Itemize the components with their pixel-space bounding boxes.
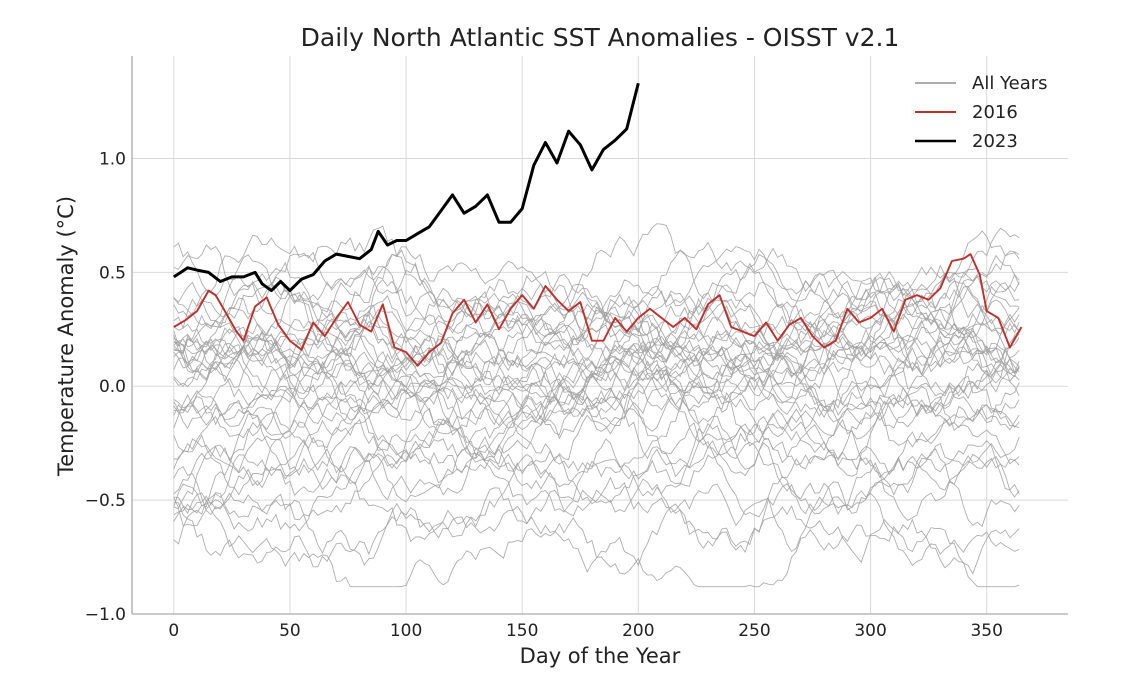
all-years-line	[173, 242, 1020, 346]
legend-label: All Years	[972, 73, 1048, 94]
legend: All Years 2016 2023	[915, 73, 1048, 152]
all-years-line	[173, 291, 1020, 518]
y-tick-label: 1.0	[99, 149, 126, 169]
y-tick-label: −0.5	[85, 491, 126, 511]
all-years-line	[173, 223, 1020, 329]
x-tick-label: 300	[854, 621, 886, 641]
x-tick-labels: 0 50 100 150 200 250 300 350	[168, 621, 1003, 641]
all-years-line	[173, 246, 1020, 380]
all-years-line	[173, 249, 1020, 366]
x-tick-label: 350	[970, 621, 1002, 641]
all-years-line	[173, 381, 1020, 509]
highlight-series	[172, 82, 1023, 367]
y-tick-label: 0.0	[99, 377, 126, 397]
x-tick-label: 50	[279, 621, 301, 641]
y-tick-label: 0.5	[99, 263, 126, 283]
all-years-lines	[173, 223, 1020, 588]
all-years-line	[173, 341, 1020, 566]
x-tick-label: 150	[506, 621, 538, 641]
x-axis-label: Day of the Year	[520, 644, 681, 668]
all-years-line	[173, 244, 1020, 393]
legend-label: 2023	[972, 131, 1018, 152]
all-years-line	[173, 253, 1020, 400]
all-years-line	[173, 227, 1020, 510]
all-years-line	[173, 422, 1020, 532]
series-line-2016	[173, 253, 1023, 367]
all-years-line	[173, 501, 1020, 575]
all-years-line	[173, 270, 1020, 377]
x-tick-label: 250	[738, 621, 770, 641]
all-years-line	[173, 302, 1020, 410]
y-axis-label: Temperature Anomaly (°C)	[54, 196, 78, 477]
y-tick-labels: −1.0 −0.5 0.0 0.5 1.0	[85, 149, 126, 625]
all-years-line	[173, 309, 1020, 429]
all-years-line	[173, 440, 1020, 553]
series-line-2023	[172, 82, 640, 293]
all-years-line	[173, 309, 1020, 448]
legend-label: 2016	[972, 102, 1018, 123]
y-tick-label: −1.0	[85, 605, 126, 625]
all-years-line	[173, 416, 1020, 521]
all-years-line	[173, 254, 1020, 545]
all-years-line	[173, 380, 1020, 496]
chart-title: Daily North Atlantic SST Anomalies - OIS…	[301, 23, 900, 52]
x-tick-label: 100	[390, 621, 422, 641]
x-tick-label: 200	[622, 621, 654, 641]
x-tick-label: 0	[168, 621, 179, 641]
